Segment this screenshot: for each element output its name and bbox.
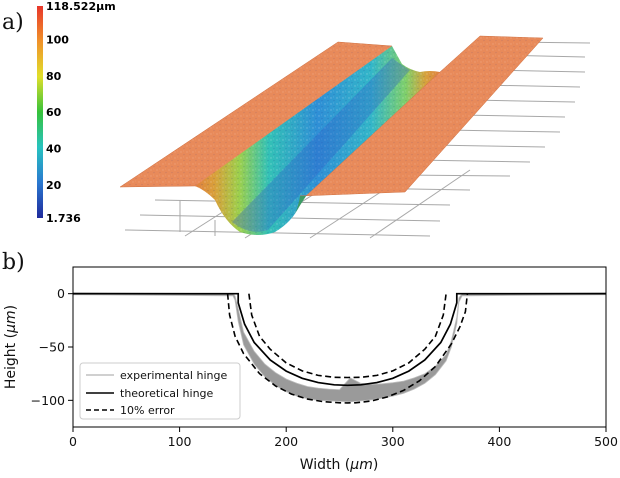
colorbar-label: 60 — [46, 106, 62, 119]
x-tick-label: 300 — [381, 434, 405, 449]
legend-label-experimental: experimental hinge — [120, 369, 227, 382]
colorbar-label: 20 — [46, 179, 62, 192]
y-axis-label: Height (μm) — [3, 305, 19, 389]
colorbar — [37, 6, 43, 218]
series-error-line — [248, 293, 447, 379]
x-tick-label: 100 — [168, 434, 192, 449]
x-tick-label: 200 — [274, 434, 298, 449]
height-profile-chart: 0 100 200 300 400 500 0 −50 −100 Width (μm) Hei… — [3, 266, 618, 473]
colorbar-labels: 118.522µm 100 80 60 40 20 1.736 — [45, 0, 117, 226]
legend: experimental hinge theoretical hinge 10%… — [79, 362, 241, 420]
series-theoretical-line — [73, 292, 606, 387]
y-tick-label: −100 — [31, 393, 65, 408]
legend-label-error: 10% error — [120, 404, 175, 417]
surface-3d-panel: 118.522µm 100 80 60 40 20 1.736 — [37, 0, 591, 239]
legend-label-theoretical: theoretical hinge — [120, 387, 214, 400]
x-axis-label: Width (μm) — [300, 457, 379, 473]
colorbar-label: 40 — [46, 143, 62, 156]
series-error-line — [226, 293, 469, 404]
colorbar-label: 118.522µm — [46, 0, 116, 13]
x-axis-ticks: 0 100 200 300 400 500 — [69, 427, 618, 449]
colorbar-label: 80 — [46, 70, 62, 83]
panel-b-label: b) — [2, 250, 25, 275]
panel-a-label: a) — [2, 10, 24, 35]
y-tick-label: 0 — [57, 286, 65, 301]
x-tick-label: 500 — [594, 434, 618, 449]
colorbar-label: 100 — [46, 34, 69, 47]
x-tick-label: 400 — [487, 434, 511, 449]
y-tick-label: −50 — [39, 340, 65, 355]
y-axis-ticks: 0 −50 −100 — [31, 286, 73, 408]
x-tick-label: 0 — [69, 434, 77, 449]
colorbar-label: 1.736 — [46, 212, 81, 225]
legend-box — [79, 362, 241, 420]
